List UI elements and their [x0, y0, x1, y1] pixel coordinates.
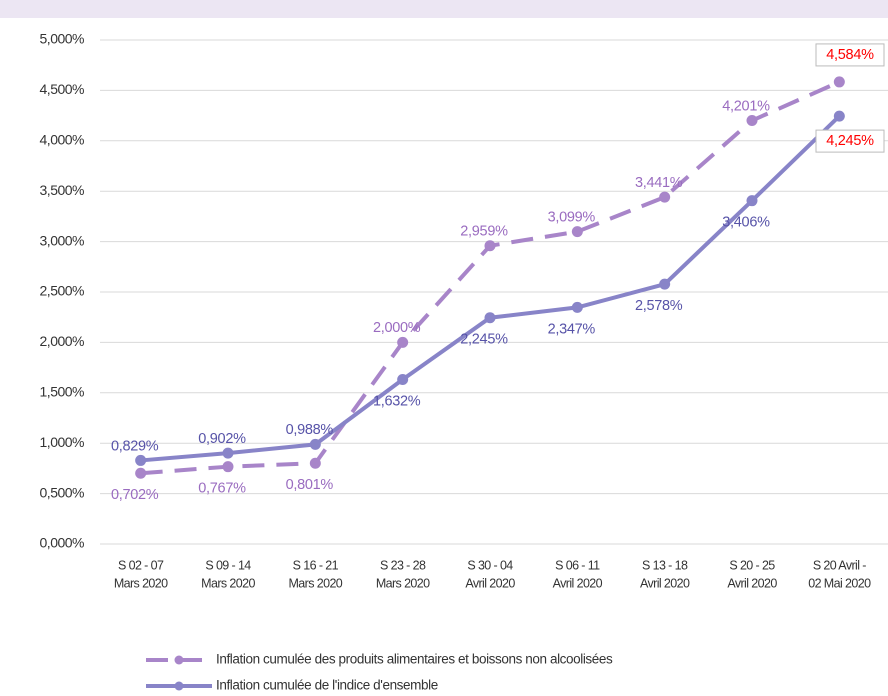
data-label: 2,000% — [373, 320, 421, 336]
x-tick-label: S 20 - 25 — [729, 558, 775, 572]
x-tick-label: Avril 2020 — [640, 576, 690, 590]
x-tick-label: Avril 2020 — [465, 576, 515, 590]
x-tick-label: Mars 2020 — [288, 576, 342, 590]
x-tick-label: 02 Mai 2020 — [808, 576, 871, 590]
data-label: 0,767% — [198, 481, 246, 497]
y-tick-label: 0,000% — [40, 535, 85, 551]
point — [222, 461, 234, 473]
legend-label: Inflation cumulée des produits alimentai… — [216, 652, 613, 667]
x-tick-label: Avril 2020 — [553, 576, 603, 590]
point — [397, 373, 409, 385]
data-label: 4,245% — [826, 133, 874, 149]
label-box — [815, 43, 885, 67]
y-tick-label: 2,500% — [40, 283, 85, 299]
data-label: 0,902% — [198, 431, 246, 447]
y-tick-label: 1,000% — [40, 434, 85, 450]
series-line — [140, 114, 841, 463]
x-tick-label: S 02 - 07 — [118, 558, 164, 572]
y-tick-label: 2,000% — [40, 333, 85, 349]
point — [659, 191, 671, 203]
y-tick-label: 0,500% — [40, 484, 85, 500]
point — [571, 226, 583, 238]
point — [746, 115, 758, 127]
point — [571, 301, 583, 313]
point — [135, 454, 147, 466]
point — [484, 312, 496, 324]
x-tick-label: S 20 Avril - — [813, 558, 866, 572]
point — [659, 278, 671, 290]
legend-marker — [174, 681, 184, 691]
data-label: 2,245% — [460, 332, 508, 348]
top-band — [0, 0, 888, 18]
x-tick-label: S 16 - 21 — [293, 558, 339, 572]
point — [135, 467, 147, 479]
y-tick-label: 4,500% — [40, 81, 85, 97]
data-label: 0,829% — [111, 438, 159, 454]
data-label: 2,347% — [548, 321, 596, 337]
x-tick-label: S 09 - 14 — [205, 558, 251, 572]
x-tick-label: S 23 - 28 — [380, 558, 426, 572]
x-tick-label: S 13 - 18 — [642, 558, 688, 572]
data-label: 3,441% — [635, 175, 683, 191]
data-label: 0,702% — [111, 487, 159, 503]
x-tick-label: Avril 2020 — [727, 576, 777, 590]
data-label: 0,988% — [286, 422, 334, 438]
x-tick-label: Mars 2020 — [201, 576, 255, 590]
point — [833, 76, 845, 88]
legend-marker — [174, 655, 184, 665]
data-label: 4,201% — [722, 98, 770, 114]
point — [222, 447, 234, 459]
data-label: 3,099% — [548, 209, 596, 225]
y-tick-label: 3,500% — [40, 182, 85, 198]
point — [746, 195, 758, 207]
y-tick-label: 1,500% — [40, 384, 85, 400]
label-box — [815, 129, 885, 153]
x-tick-label: Mars 2020 — [376, 576, 430, 590]
point — [484, 240, 496, 252]
x-tick-label: S 06 - 11 — [555, 558, 600, 572]
data-label: 1,632% — [373, 393, 421, 409]
legend-label: Inflation cumulée de l'indice d'ensemble — [216, 678, 438, 693]
y-tick-label: 3,000% — [40, 232, 85, 248]
x-tick-label: Mars 2020 — [114, 576, 168, 590]
data-label: 2,578% — [635, 298, 683, 314]
y-tick-label: 5,000% — [40, 31, 85, 47]
data-label: 4,584% — [826, 47, 874, 63]
point — [309, 438, 321, 450]
point — [397, 336, 409, 348]
y-tick-label: 4,000% — [40, 132, 85, 148]
point — [309, 457, 321, 469]
data-label: 3,406% — [722, 215, 770, 231]
x-tick-label: S 30 - 04 — [467, 558, 513, 572]
data-label: 0,801% — [286, 477, 334, 493]
data-label: 2,959% — [460, 224, 508, 240]
point — [833, 110, 845, 122]
